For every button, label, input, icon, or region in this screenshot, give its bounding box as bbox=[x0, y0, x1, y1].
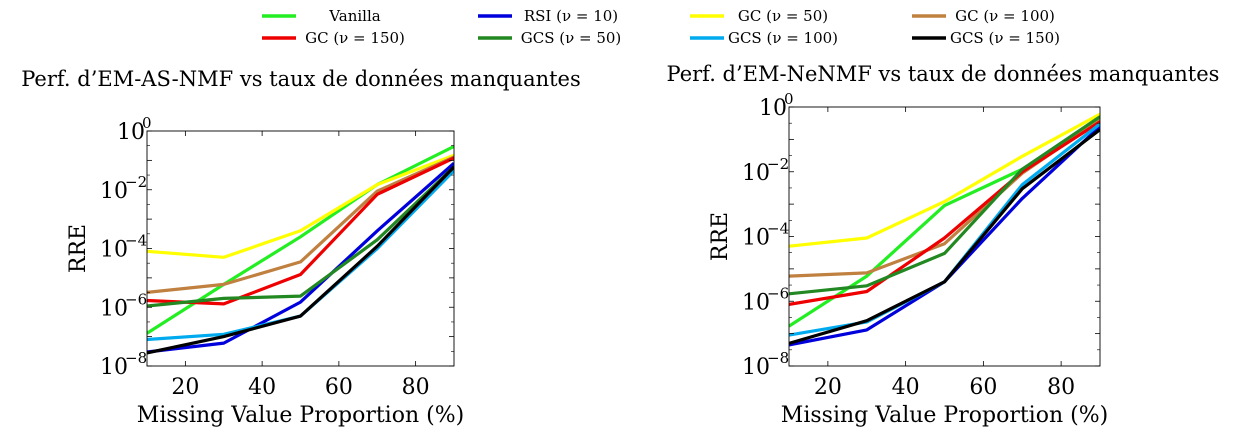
series-group bbox=[789, 112, 1100, 347]
x-axis-label: Missing Value Proportion (%) bbox=[781, 403, 1108, 428]
legend-label: RSI (ν = 10) bbox=[524, 7, 618, 25]
y-tick-label: 10 bbox=[742, 161, 770, 186]
series-line-7 bbox=[147, 165, 454, 355]
legend-label: GCS (ν = 150) bbox=[950, 29, 1060, 47]
x-tick-label: 40 bbox=[892, 375, 920, 400]
y-tick-exponent: 0 bbox=[142, 114, 152, 132]
series-line-5 bbox=[147, 165, 454, 308]
y-tick-label: 10 bbox=[759, 96, 787, 121]
x-tick-label: 40 bbox=[248, 375, 276, 400]
legend-label: Vanilla bbox=[328, 7, 380, 25]
series-group bbox=[147, 144, 454, 355]
x-tick-label: 60 bbox=[325, 375, 353, 400]
legend-label: GCS (ν = 100) bbox=[728, 29, 838, 47]
series-line-2 bbox=[789, 112, 1100, 248]
series-line-5 bbox=[789, 115, 1100, 296]
y-tick-exponent: −6 bbox=[767, 284, 789, 302]
y-tick-label: 10 bbox=[100, 355, 128, 380]
y-tick-label: 10 bbox=[742, 290, 770, 315]
plot-frame bbox=[146, 130, 455, 367]
y-tick-exponent: −4 bbox=[767, 220, 789, 238]
y-tick-exponent: 0 bbox=[784, 90, 794, 108]
series-line-3 bbox=[147, 155, 454, 294]
series-line-4 bbox=[147, 156, 454, 306]
y-tick-exponent: −8 bbox=[125, 349, 147, 367]
chart-title: Perf. d’EM-NeNMF vs taux de données manq… bbox=[667, 62, 1220, 86]
y-tick-label: 10 bbox=[117, 120, 145, 145]
legend-label: GC (ν = 150) bbox=[305, 29, 405, 47]
y-tick-exponent: −4 bbox=[125, 232, 147, 250]
legend-label: GC (ν = 100) bbox=[955, 7, 1055, 25]
y-tick-label: 10 bbox=[742, 226, 770, 251]
y-axis-label: RRE bbox=[708, 212, 733, 261]
series-line-7 bbox=[789, 128, 1100, 345]
chart-title: Perf. d’EM-AS-NMF vs taux de données man… bbox=[21, 67, 581, 91]
y-tick-label: 10 bbox=[100, 296, 128, 321]
x-tick-label: 60 bbox=[969, 375, 997, 400]
legend: Vanilla RSI (ν = 10) GC (ν = 50) GC (ν = 10… bbox=[262, 7, 1060, 47]
series-line-6 bbox=[789, 122, 1100, 337]
y-tick-label: 10 bbox=[742, 355, 770, 380]
x-tick-label: 20 bbox=[171, 375, 199, 400]
x-tick-label: 80 bbox=[1047, 375, 1075, 400]
x-axis-label: Missing Value Proportion (%) bbox=[137, 403, 464, 428]
series-line-1 bbox=[147, 161, 454, 354]
y-tick-exponent: −6 bbox=[125, 290, 147, 308]
legend-label: GC (ν = 50) bbox=[738, 7, 828, 25]
x-tick-label: 20 bbox=[814, 375, 842, 400]
chart-em-nenmf: Perf. d’EM-NeNMF vs taux de données manq… bbox=[667, 62, 1220, 428]
y-tick-label: 10 bbox=[100, 179, 128, 204]
y-tick-label: 10 bbox=[100, 238, 128, 263]
chart-em-as-nmf: Perf. d’EM-AS-NMF vs taux de données man… bbox=[21, 67, 581, 428]
y-tick-exponent: −2 bbox=[767, 155, 789, 173]
series-line-4 bbox=[789, 120, 1100, 306]
y-tick-exponent: −8 bbox=[767, 349, 789, 367]
x-tick-label: 80 bbox=[402, 375, 430, 400]
legend-label: GCS (ν = 50) bbox=[521, 29, 622, 47]
series-line-2 bbox=[147, 153, 454, 259]
y-axis-label: RRE bbox=[66, 224, 91, 273]
y-tick-exponent: −2 bbox=[125, 173, 147, 191]
